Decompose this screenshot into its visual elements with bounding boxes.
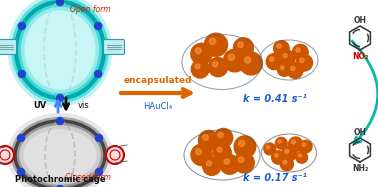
- FancyBboxPatch shape: [104, 39, 124, 54]
- Circle shape: [244, 57, 251, 63]
- Circle shape: [283, 53, 287, 58]
- Circle shape: [56, 117, 64, 125]
- Circle shape: [191, 60, 209, 78]
- Circle shape: [17, 134, 25, 142]
- Circle shape: [266, 54, 282, 70]
- Circle shape: [285, 149, 289, 154]
- Ellipse shape: [15, 121, 105, 187]
- Circle shape: [198, 130, 218, 151]
- Circle shape: [228, 54, 235, 60]
- Circle shape: [19, 70, 25, 77]
- Circle shape: [234, 136, 256, 158]
- Circle shape: [272, 151, 285, 164]
- Text: k = 0.17 s⁻¹: k = 0.17 s⁻¹: [243, 173, 307, 183]
- Circle shape: [239, 140, 245, 146]
- Circle shape: [238, 42, 243, 47]
- Circle shape: [56, 94, 64, 102]
- Circle shape: [282, 146, 296, 161]
- Circle shape: [19, 22, 25, 30]
- Circle shape: [209, 38, 216, 45]
- Circle shape: [195, 48, 201, 54]
- Circle shape: [0, 146, 14, 164]
- Circle shape: [274, 41, 289, 56]
- Circle shape: [266, 145, 270, 149]
- Circle shape: [274, 154, 278, 157]
- Circle shape: [96, 134, 102, 142]
- Text: HAuCl₄: HAuCl₄: [143, 102, 173, 111]
- Circle shape: [234, 38, 253, 58]
- Circle shape: [283, 160, 287, 164]
- Circle shape: [277, 63, 291, 76]
- Circle shape: [291, 140, 296, 144]
- Circle shape: [56, 186, 64, 187]
- Text: NO₂: NO₂: [352, 52, 368, 61]
- Text: NH₂: NH₂: [352, 164, 368, 173]
- Circle shape: [296, 54, 313, 71]
- FancyBboxPatch shape: [0, 39, 17, 54]
- Circle shape: [96, 168, 102, 176]
- Circle shape: [191, 144, 212, 165]
- Circle shape: [280, 66, 284, 70]
- Circle shape: [299, 140, 312, 153]
- Circle shape: [204, 33, 228, 56]
- Circle shape: [291, 66, 295, 70]
- Circle shape: [195, 149, 201, 155]
- Circle shape: [296, 48, 300, 52]
- Circle shape: [299, 58, 304, 63]
- Circle shape: [238, 157, 244, 163]
- Circle shape: [296, 151, 308, 163]
- Ellipse shape: [16, 2, 104, 98]
- Text: OH: OH: [353, 128, 367, 137]
- Circle shape: [264, 143, 276, 155]
- Circle shape: [212, 62, 218, 67]
- Circle shape: [206, 161, 212, 166]
- Circle shape: [94, 70, 102, 77]
- Circle shape: [293, 44, 308, 60]
- Circle shape: [287, 63, 303, 79]
- Circle shape: [224, 159, 229, 164]
- Circle shape: [208, 57, 228, 77]
- Circle shape: [270, 57, 274, 62]
- Circle shape: [214, 128, 233, 147]
- Text: UV: UV: [33, 100, 46, 110]
- Circle shape: [302, 143, 306, 146]
- Text: OH: OH: [353, 16, 367, 25]
- Text: Closed form: Closed form: [65, 173, 111, 182]
- Circle shape: [213, 143, 231, 161]
- Circle shape: [106, 146, 124, 164]
- Circle shape: [195, 64, 200, 69]
- Circle shape: [17, 168, 25, 176]
- Text: Open form: Open form: [70, 5, 110, 14]
- Circle shape: [217, 147, 222, 152]
- Circle shape: [218, 132, 223, 138]
- Circle shape: [203, 135, 208, 140]
- Circle shape: [203, 157, 221, 175]
- Circle shape: [234, 153, 254, 173]
- Circle shape: [276, 137, 287, 149]
- Circle shape: [56, 0, 64, 5]
- Text: vis: vis: [78, 100, 90, 110]
- Circle shape: [191, 43, 212, 65]
- Circle shape: [298, 154, 302, 157]
- Text: Photochromic cage: Photochromic cage: [15, 175, 105, 184]
- Circle shape: [280, 158, 293, 171]
- Text: encapsulated: encapsulated: [124, 76, 192, 85]
- Text: k = 0.41 s⁻¹: k = 0.41 s⁻¹: [243, 94, 307, 104]
- Circle shape: [223, 49, 246, 72]
- Circle shape: [288, 137, 303, 151]
- Circle shape: [280, 50, 295, 66]
- Circle shape: [220, 155, 240, 174]
- Circle shape: [278, 140, 281, 143]
- Circle shape: [240, 52, 262, 75]
- Circle shape: [277, 44, 281, 48]
- Circle shape: [94, 22, 102, 30]
